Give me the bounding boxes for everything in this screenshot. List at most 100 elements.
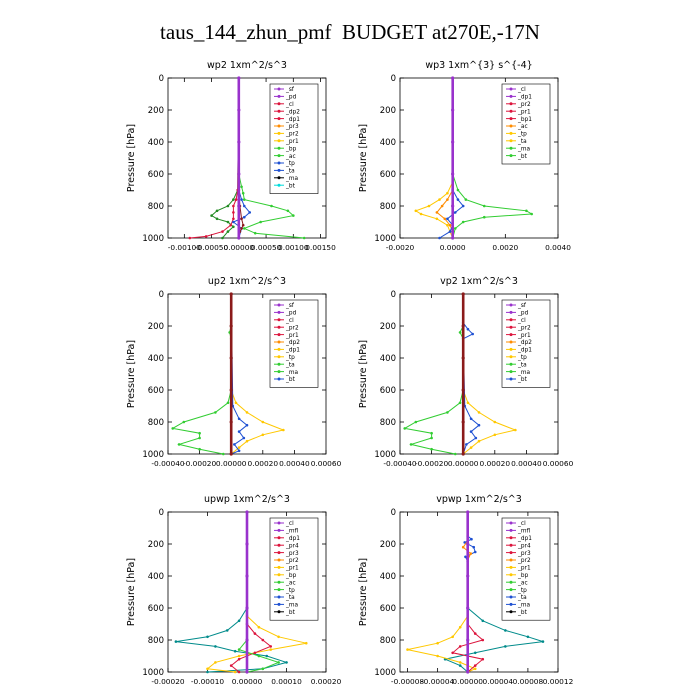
data-point [430,436,433,440]
legend-marker [277,602,281,606]
data-point [188,236,192,240]
legend-entry: _ma [517,370,531,376]
data-point [242,227,246,230]
data-point [454,452,457,456]
legend-entry: _ac [517,580,528,586]
data-point [481,638,485,642]
y-tick-label: 400 [148,354,164,364]
legend-marker [509,87,513,91]
legend-entry: _dp2 [285,340,300,346]
legend-marker [277,124,281,128]
legend-marker [509,102,513,106]
y-tick-label: 1000 [374,450,396,460]
data-point [215,217,219,221]
x-tick-label: 0.0020 [492,243,518,252]
data-point [240,198,243,201]
x-tick-label: -0.00040 [383,459,417,468]
data-point [237,236,241,240]
data-point [269,645,273,648]
y-tick-label: 800 [380,636,396,646]
legend-box [269,517,319,621]
series-line-pr2 [407,512,477,673]
legend-marker [509,154,513,158]
legend-marker [509,580,513,584]
data-point [198,431,201,435]
legend-entry: _cl [517,318,526,324]
data-point [456,188,460,192]
legend-marker [509,551,513,555]
data-point [214,411,217,414]
series-line-dp2 [171,294,232,455]
plot-frame [167,293,327,455]
legend-marker [509,310,513,314]
y-tick-label: 200 [148,540,164,550]
data-point [481,657,485,661]
data-point [232,204,235,208]
legend-marker [277,318,281,322]
data-point [461,204,465,208]
legend-marker [277,117,281,121]
data-point [477,439,481,443]
data-point [451,140,455,144]
legend-entry: _pd [285,95,297,101]
data-point [481,619,485,623]
y-tick-label: 200 [380,106,396,116]
legend-marker [509,325,513,329]
data-point [474,436,478,440]
legend-entry: _tp [285,588,295,594]
legend-marker [509,347,513,351]
panel-title: wp3 1xm^{3} s^{-4} [425,60,532,71]
y-axis-label: Pressure [hPa] [358,340,369,408]
legend-marker [509,521,513,525]
y-axis-label: Pressure [hPa] [126,558,137,626]
data-point [222,452,225,456]
series-line-pr1 [238,78,305,239]
legend-entry: _cl [517,521,526,527]
legend-entry: _ta [517,139,527,145]
legend-marker [509,573,513,577]
legend-marker [509,543,513,547]
x-tick-label: 0.00050 [251,243,282,252]
legend-marker [277,370,281,374]
y-tick-label: 400 [380,354,396,364]
data-point [454,211,457,214]
data-point [461,356,465,360]
legend-marker [277,340,281,344]
legend-entry: _ma [285,603,299,609]
data-point [261,420,265,424]
legend: _sf _pd_cl_dp2 _dp1_pr3 _pr2_pr1_bp _ac_tp _t… [269,83,319,194]
legend-marker [509,109,513,113]
legend-marker [277,551,281,555]
data-point [237,654,241,658]
data-point [214,645,217,648]
chart-panel-4: vp2 1xm^2/s^3 Pressure [hPa] 0 200 400 600 800… [358,276,574,468]
data-point [229,388,233,392]
data-point [277,661,280,664]
y-tick-label: 600 [148,170,164,180]
legend-entry: _ma [285,176,299,182]
x-tick-label: 0.00020 [480,459,511,468]
legend-marker [277,109,281,113]
data-point [473,550,477,554]
data-point [458,645,462,648]
legend-entry: _tp [285,355,295,361]
data-point [456,198,460,201]
y-tick-label: 200 [148,106,164,116]
legend-entry: _ac [517,124,528,130]
y-axis-label: Pressure [hPa] [126,124,137,192]
panel-title: up2 1xm^2/s^3 [208,276,286,287]
data-point [530,212,533,216]
legend-marker [509,303,513,307]
data-point [470,537,473,541]
x-tick-label: 0.00150 [305,243,336,252]
legend-marker [509,370,513,374]
legend-entry: _mfl [285,529,299,535]
data-point [430,431,433,435]
legend-entry: _ta [517,595,527,601]
data-point [482,215,486,219]
legend-entry: _tp [517,132,527,138]
legend-entry: _ma [517,146,531,152]
legend-entry: _pd [517,311,529,317]
panel-title: vpwp 1xm^2/s^3 [436,494,522,505]
data-point [430,447,433,451]
